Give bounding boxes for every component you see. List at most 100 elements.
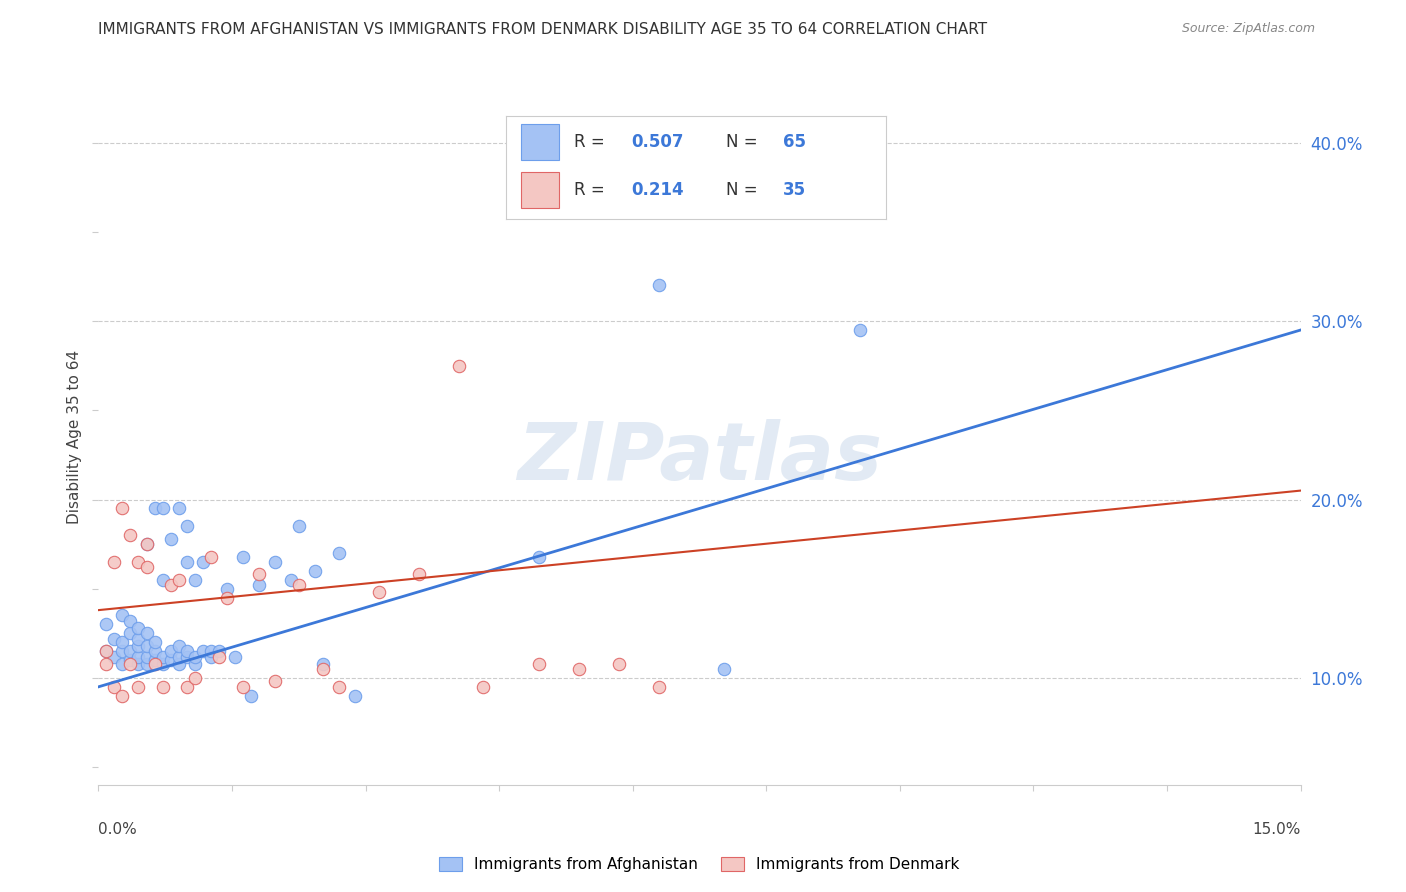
Text: 65: 65 (783, 133, 806, 151)
Point (103, 555, 125, 569)
Point (135, 649, 157, 664)
Point (328, 680, 350, 694)
Point (159, 653, 181, 667)
Point (128, 621, 150, 635)
Point (288, 578, 311, 592)
Point (849, 323, 872, 337)
Point (128, 632, 150, 646)
Text: IMMIGRANTS FROM AFGHANISTAN VS IMMIGRANTS FROM DENMARK DISABILITY AGE 35 TO 64 C: IMMIGRANTS FROM AFGHANISTAN VS IMMIGRANT… (98, 22, 987, 37)
Point (529, 549, 551, 564)
Text: R =: R = (575, 181, 610, 199)
Text: 35: 35 (783, 181, 807, 199)
Point (568, 662, 591, 676)
Point (152, 680, 174, 694)
Legend: Immigrants from Afghanistan, Immigrants from Denmark: Immigrants from Afghanistan, Immigrants … (433, 851, 966, 879)
Point (120, 528, 142, 542)
Text: 0.0%: 0.0% (98, 822, 138, 837)
Point (103, 680, 125, 694)
Point (232, 549, 254, 564)
Point (152, 657, 174, 671)
Point (96, 617, 118, 632)
Point (328, 546, 350, 560)
Point (200, 644, 222, 658)
Point (368, 585, 391, 599)
Y-axis label: Disability Age 35 to 64: Disability Age 35 to 64 (66, 350, 82, 524)
Text: Source: ZipAtlas.com: Source: ZipAtlas.com (1181, 22, 1315, 36)
Point (304, 564, 326, 578)
Point (152, 501, 174, 516)
Point (208, 644, 231, 658)
Text: R =: R = (575, 133, 610, 151)
Point (128, 657, 150, 671)
Point (312, 657, 335, 671)
Point (143, 653, 166, 667)
Point (120, 653, 142, 667)
Point (176, 555, 198, 569)
Point (111, 644, 134, 658)
Point (263, 555, 285, 569)
Point (224, 649, 246, 664)
Point (152, 649, 174, 664)
FancyBboxPatch shape (522, 172, 560, 208)
Point (191, 555, 214, 569)
Point (143, 657, 166, 671)
Point (648, 680, 671, 694)
Point (159, 644, 181, 658)
Point (200, 649, 222, 664)
Point (447, 359, 470, 373)
Point (143, 644, 166, 658)
Point (280, 573, 302, 587)
Point (103, 649, 125, 664)
Point (167, 639, 190, 653)
Point (128, 555, 150, 569)
Point (167, 501, 190, 516)
Text: N =: N = (727, 181, 763, 199)
FancyBboxPatch shape (522, 124, 560, 160)
Point (111, 689, 134, 703)
Point (128, 639, 150, 653)
Point (215, 582, 238, 596)
Point (167, 657, 190, 671)
Text: 0.214: 0.214 (631, 181, 685, 199)
Point (713, 662, 735, 676)
Point (176, 644, 198, 658)
Text: ZIPatlas: ZIPatlas (517, 419, 882, 497)
Point (135, 639, 157, 653)
Point (472, 680, 495, 694)
Point (176, 649, 198, 664)
Point (183, 671, 205, 685)
Point (111, 608, 134, 623)
Point (183, 649, 205, 664)
Point (529, 657, 551, 671)
Point (408, 567, 430, 582)
Point (152, 573, 174, 587)
Point (135, 626, 157, 640)
Point (111, 635, 134, 649)
Point (183, 573, 205, 587)
Text: 15.0%: 15.0% (1253, 822, 1301, 837)
Point (176, 680, 198, 694)
Point (167, 573, 190, 587)
Point (200, 549, 222, 564)
Point (96, 644, 118, 658)
Point (247, 578, 270, 592)
Text: 0.507: 0.507 (631, 133, 683, 151)
Point (167, 649, 190, 664)
Point (111, 501, 134, 516)
Point (135, 657, 157, 671)
Point (247, 567, 270, 582)
Point (120, 614, 142, 628)
Point (183, 657, 205, 671)
Point (191, 644, 214, 658)
Point (232, 680, 254, 694)
Text: N =: N = (727, 133, 763, 151)
Point (120, 626, 142, 640)
Point (120, 644, 142, 658)
Point (648, 278, 671, 293)
Point (96, 644, 118, 658)
Point (176, 519, 198, 533)
Point (288, 519, 311, 533)
Point (143, 635, 166, 649)
Point (159, 532, 181, 546)
Point (111, 657, 134, 671)
